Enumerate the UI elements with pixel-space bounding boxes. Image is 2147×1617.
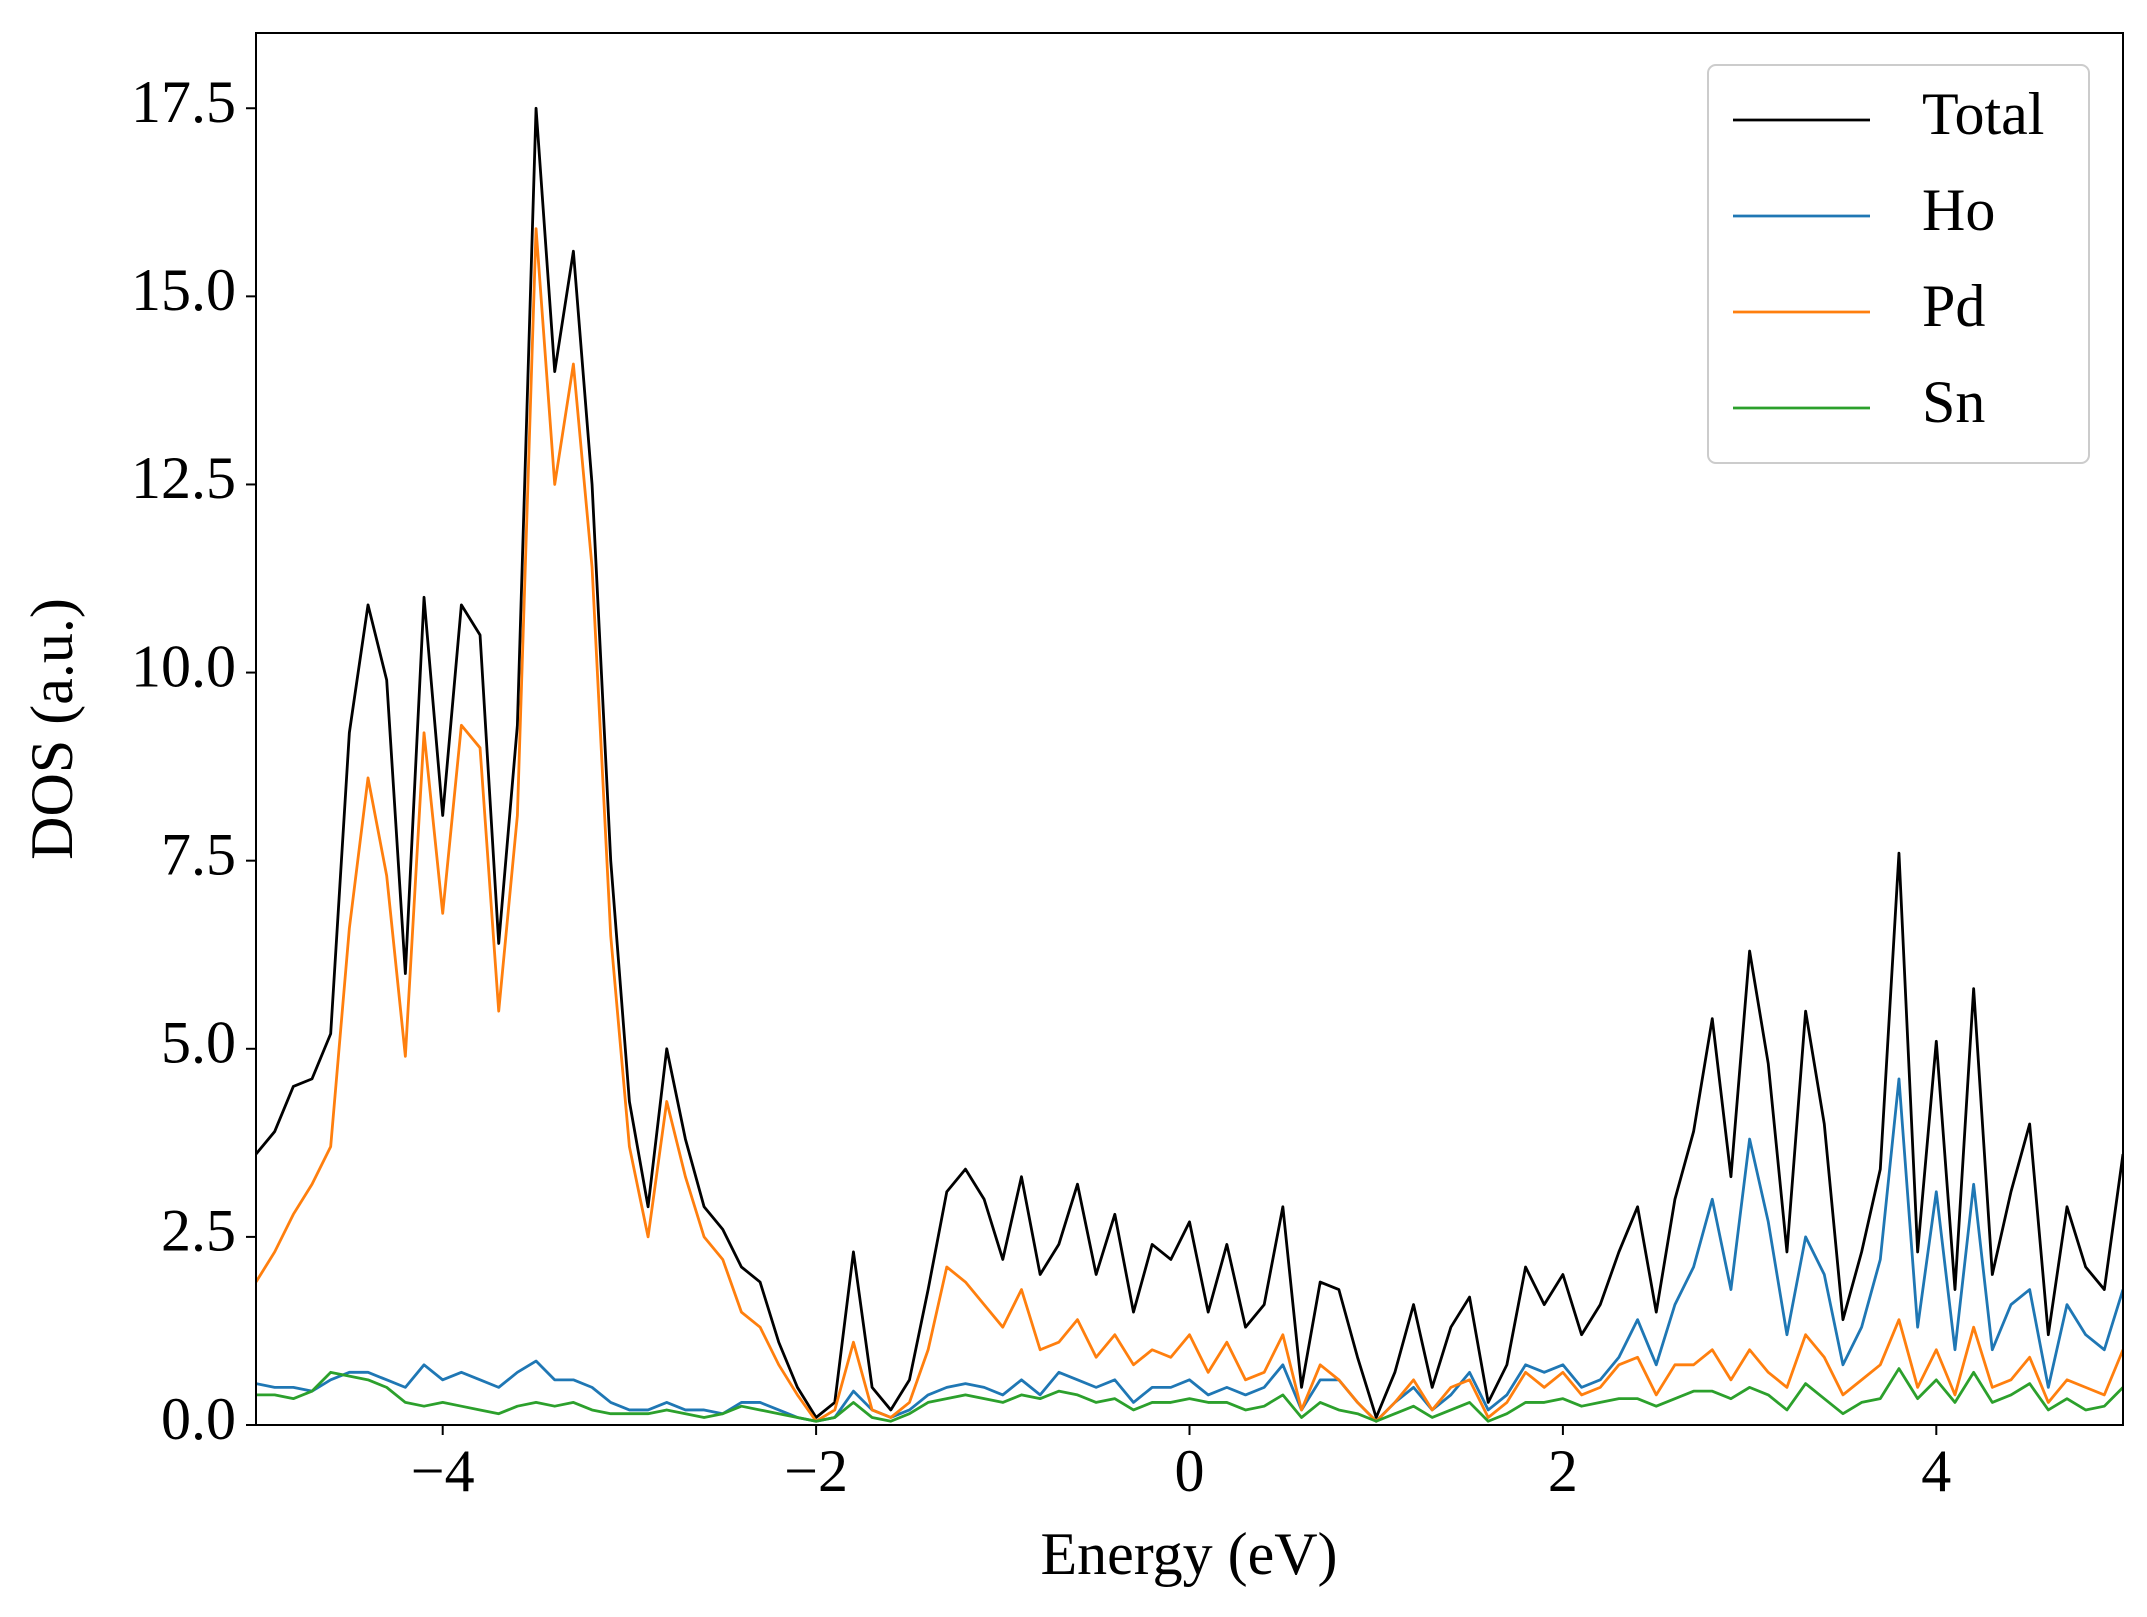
series	[256, 106, 2123, 1419]
plot-frame	[255, 32, 2124, 1426]
y-axis-label: DOS (a.u.)	[19, 598, 85, 860]
legend-label: Ho	[1922, 177, 1995, 243]
x-tick-label: −4	[411, 1438, 475, 1504]
legend-label: Total	[1922, 81, 2044, 147]
y-tick-label: 0.0	[161, 1386, 236, 1452]
line	[256, 227, 2123, 1423]
legend-label: Sn	[1922, 369, 1985, 435]
line	[256, 1367, 2123, 1423]
y-tick-label: 17.5	[131, 69, 236, 135]
y-tick-label: 10.0	[131, 633, 236, 699]
x-tick-label: 2	[1548, 1438, 1578, 1504]
series	[256, 1077, 2123, 1423]
legend-box	[1707, 64, 2090, 464]
series	[256, 1367, 2123, 1423]
line	[256, 106, 2123, 1419]
line	[256, 1077, 2123, 1423]
y-tick-label: 5.0	[161, 1010, 236, 1076]
y-tick-label: 15.0	[131, 257, 236, 323]
legend-label: Pd	[1922, 273, 1985, 339]
x-tick-label: −2	[784, 1438, 848, 1504]
y-tick-label: 12.5	[131, 445, 236, 511]
x-tick-label: 4	[1921, 1438, 1951, 1504]
series	[256, 227, 2123, 1423]
y-tick-label: 7.5	[161, 821, 236, 887]
x-axis-label: Energy (eV)	[1040, 1521, 1337, 1587]
x-tick-label: 0	[1175, 1438, 1205, 1504]
y-tick-label: 2.5	[161, 1198, 236, 1264]
